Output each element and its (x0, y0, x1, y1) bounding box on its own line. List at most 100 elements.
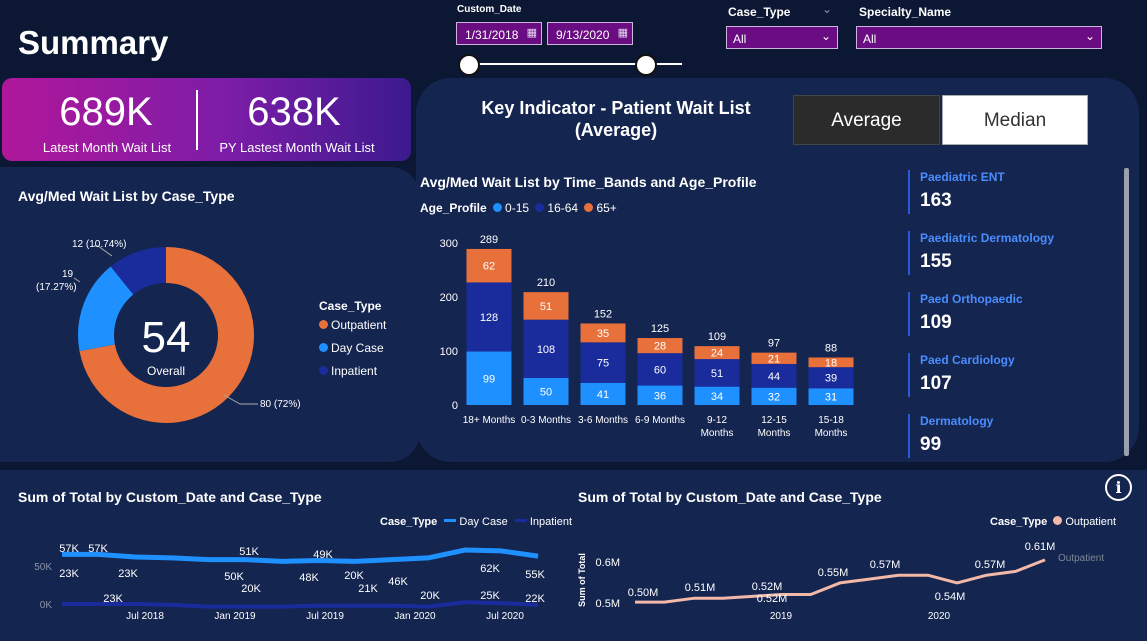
y-tick-label: 0.6M (596, 557, 620, 569)
bar-segment-65+[interactable] (466, 248, 512, 283)
py-month-value: 638K (247, 90, 341, 134)
date-slider-end-handle[interactable] (635, 54, 657, 76)
bar-segment-label: 50 (540, 387, 552, 399)
key-indicator-title-line1: Key Indicator - Patient Wait List (481, 98, 751, 118)
line-data-label: 0.57M (975, 559, 1006, 571)
specialty-item[interactable]: Dermatology 99 (908, 412, 1118, 460)
specialty-item[interactable]: Paediatric ENT 163 (908, 168, 1118, 216)
legend-item-0-15[interactable]: 0-15 (493, 201, 529, 215)
bar-total-label: 125 (651, 323, 669, 335)
line-series-day-case[interactable] (62, 547, 539, 564)
series-end-label: Outpatient (1058, 553, 1104, 564)
chevron-down-icon[interactable]: ⌄ (822, 2, 833, 16)
kpi-divider (196, 90, 198, 150)
specialty-list-scrollbar[interactable] (1124, 168, 1129, 456)
legend-label: Inpatient (331, 364, 378, 378)
bar-segment-0-15[interactable] (808, 388, 854, 405)
specialty-value: 107 (920, 373, 952, 394)
specialty-item[interactable]: Paed Orthopaedic 109 (908, 290, 1118, 338)
line-data-label: 25K (480, 590, 500, 602)
average-button[interactable]: Average (793, 95, 940, 145)
bar-segment-0-15[interactable] (580, 382, 626, 405)
median-button[interactable]: Median (942, 95, 1088, 145)
bar-segment-0-15[interactable] (751, 387, 797, 405)
specialty-dropdown[interactable]: All ⌄ (856, 26, 1102, 49)
donut-slice-daycase[interactable] (78, 266, 134, 352)
donut-center-label: Overall (147, 364, 185, 378)
legend-label: 16-64 (547, 201, 579, 215)
bar-segment-65+[interactable] (637, 338, 683, 354)
bar-segment-65+[interactable] (694, 346, 740, 360)
x-tick-label: Jul 2018 (126, 611, 164, 622)
legend-item-65plus[interactable]: 65+ (584, 201, 617, 215)
line-data-label: 20K (344, 570, 364, 582)
y-tick-label: 100 (440, 346, 458, 358)
custom-date-label: Custom_Date (457, 4, 522, 15)
bar-segment-0-15[interactable] (466, 351, 512, 405)
legend-label: Outpatient (331, 318, 387, 332)
specialty-name: Paed Orthopaedic (920, 292, 1023, 306)
bar-segment-65+[interactable] (580, 323, 626, 343)
x-tick-label: 9-12 Months (701, 415, 734, 439)
legend-item-outpatient[interactable]: Outpatient (319, 318, 386, 332)
donut-slice-outpatient[interactable] (79, 247, 254, 423)
legend-item-daycase[interactable]: Day Case (444, 516, 508, 528)
date-slider-start-handle[interactable] (458, 54, 480, 76)
legend-item-daycase[interactable]: Day Case (319, 341, 384, 355)
calendar-icon[interactable]: ▦ (526, 27, 537, 39)
donut-slice-inpatient[interactable] (110, 247, 166, 295)
bar-segment-16-64[interactable] (808, 367, 854, 389)
bar-segment-65+[interactable] (523, 292, 569, 320)
x-tick-label: 2019 (770, 611, 793, 622)
bar-segment-label: 62 (483, 261, 495, 273)
line-data-label: 62K (480, 563, 500, 575)
specialty-accent (908, 292, 910, 336)
line-data-label: 0.61M (1025, 541, 1056, 553)
end-date-input[interactable]: 9/13/2020 ▦ (547, 22, 633, 45)
bar-segment-0-15[interactable] (523, 378, 569, 405)
specialty-accent (908, 414, 910, 458)
line-data-label: 57K (59, 543, 79, 555)
bar-segment-0-15[interactable] (637, 385, 683, 405)
legend-item-inpatient[interactable]: Inpatient (319, 364, 377, 378)
legend-item-inpatient[interactable]: Inpatient (514, 516, 572, 528)
donut-label-outpatient: 80 (72%) (260, 399, 301, 410)
bar-segment-label: 99 (483, 373, 495, 385)
x-tick-label: 6-9 Months (635, 415, 685, 426)
date-slider-track[interactable] (468, 63, 682, 65)
bar-segment-16-64[interactable] (466, 282, 512, 352)
bar-segment-65+[interactable] (808, 357, 854, 368)
donut-title: Avg/Med Wait List by Case_Type (18, 188, 235, 204)
line-series-outpatient[interactable] (635, 558, 1046, 604)
donut-chart: 54 Overall 80 (72%) 12 (10.74%) 19 (17.2… (36, 239, 301, 423)
specialty-item[interactable]: Paed Cardiology 107 (908, 351, 1118, 399)
info-icon[interactable]: i (1105, 474, 1132, 501)
bar-segment-65+[interactable] (751, 352, 797, 364)
bar-segment-label: 21 (768, 353, 780, 365)
bar-segment-16-64[interactable] (523, 319, 569, 378)
bar-segment-label: 128 (480, 312, 498, 324)
latest-month-value: 689K (59, 90, 153, 134)
line-series-inpatient[interactable] (62, 600, 539, 609)
bar-segment-0-15[interactable] (694, 386, 740, 405)
bar-segment-16-64[interactable] (637, 353, 683, 386)
specialty-item[interactable]: Paediatric Dermatology 155 (908, 229, 1118, 277)
specialty-name: Paediatric Dermatology (920, 231, 1055, 245)
legend-item-outpatient[interactable]: Outpatient (1053, 516, 1116, 528)
line-data-label: 57K (88, 543, 108, 555)
specialty-accent (908, 231, 910, 275)
bar-segment-16-64[interactable] (580, 342, 626, 383)
bar-segment-label: 60 (654, 364, 666, 376)
legend-item-16-64[interactable]: 16-64 (535, 201, 578, 215)
bar-segment-16-64[interactable] (694, 359, 740, 387)
case-type-dropdown[interactable]: All ⌄ (726, 26, 838, 49)
start-date-input[interactable]: 1/31/2018 ▦ (456, 22, 542, 45)
donut-center-value: 54 (142, 313, 191, 362)
calendar-icon[interactable]: ▦ (617, 27, 628, 39)
bar-segment-label: 36 (654, 390, 666, 402)
bar-segment-label: 39 (825, 373, 837, 385)
y-tick-label: 0 (452, 400, 458, 412)
bar-segment-16-64[interactable] (751, 363, 797, 388)
bar-total-label: 152 (594, 308, 612, 320)
